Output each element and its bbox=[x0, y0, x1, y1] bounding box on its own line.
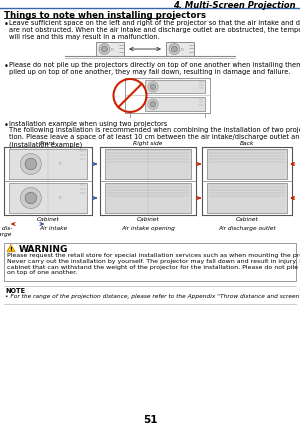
FancyBboxPatch shape bbox=[4, 243, 296, 281]
Circle shape bbox=[99, 44, 110, 54]
Circle shape bbox=[25, 192, 37, 204]
Text: Leave sufficient space on the left and right of the projector so that the air in: Leave sufficient space on the left and r… bbox=[9, 20, 300, 40]
Text: •: • bbox=[4, 121, 9, 130]
Text: D: D bbox=[58, 162, 61, 166]
Text: Things to note when installing projectors: Things to note when installing projector… bbox=[4, 11, 206, 20]
Text: Cabinet: Cabinet bbox=[37, 217, 59, 222]
Circle shape bbox=[20, 154, 41, 175]
Bar bbox=[166, 42, 194, 56]
Text: 51: 51 bbox=[143, 415, 157, 423]
Text: D: D bbox=[58, 196, 61, 200]
Bar bbox=[145, 80, 205, 93]
Text: NOTE: NOTE bbox=[5, 288, 25, 294]
Bar bbox=[9, 149, 87, 179]
Bar bbox=[9, 183, 87, 213]
Bar bbox=[105, 149, 191, 179]
Text: WARNING: WARNING bbox=[19, 245, 68, 254]
Circle shape bbox=[148, 82, 158, 92]
Text: Cabinet: Cabinet bbox=[136, 217, 159, 222]
Circle shape bbox=[20, 187, 41, 209]
Bar bbox=[96, 42, 124, 56]
Circle shape bbox=[150, 102, 156, 107]
Text: The following installation is recommended when combining the installation of two: The following installation is recommende… bbox=[9, 127, 300, 148]
Text: • For the range of the projection distance, please refer to the Appendix "Throw : • For the range of the projection distan… bbox=[5, 294, 300, 299]
Circle shape bbox=[169, 44, 180, 54]
Circle shape bbox=[172, 46, 177, 52]
Bar bbox=[105, 183, 191, 213]
Text: •: • bbox=[4, 62, 9, 71]
Text: D: D bbox=[181, 48, 183, 52]
Bar bbox=[145, 97, 205, 111]
Circle shape bbox=[25, 158, 37, 170]
Bar bbox=[207, 149, 287, 179]
Bar bbox=[207, 183, 287, 213]
Text: Please request the retail store for special installation services such as when m: Please request the retail store for spec… bbox=[7, 253, 300, 275]
Text: Cabinet: Cabinet bbox=[236, 217, 258, 222]
Text: Front: Front bbox=[40, 141, 56, 146]
Text: D: D bbox=[111, 48, 113, 52]
Text: Installation example when using two projectors: Installation example when using two proj… bbox=[9, 121, 167, 127]
Text: Air intake: Air intake bbox=[39, 226, 67, 231]
Text: Please do not pile up the projectors directly on top of one another when install: Please do not pile up the projectors dir… bbox=[9, 62, 300, 75]
Text: !: ! bbox=[10, 247, 12, 252]
Text: Air discharge outlet: Air discharge outlet bbox=[218, 226, 276, 231]
Text: Air dis-
charge: Air dis- charge bbox=[0, 226, 12, 237]
Text: Right side: Right side bbox=[133, 141, 163, 146]
Circle shape bbox=[148, 99, 158, 110]
Circle shape bbox=[150, 84, 156, 89]
Text: •: • bbox=[4, 20, 9, 29]
Text: 4. Multi-Screen Projection: 4. Multi-Screen Projection bbox=[173, 1, 296, 10]
Text: Air intake opening: Air intake opening bbox=[121, 226, 175, 231]
Polygon shape bbox=[7, 244, 15, 252]
Circle shape bbox=[101, 46, 107, 52]
Text: Back: Back bbox=[240, 141, 254, 146]
